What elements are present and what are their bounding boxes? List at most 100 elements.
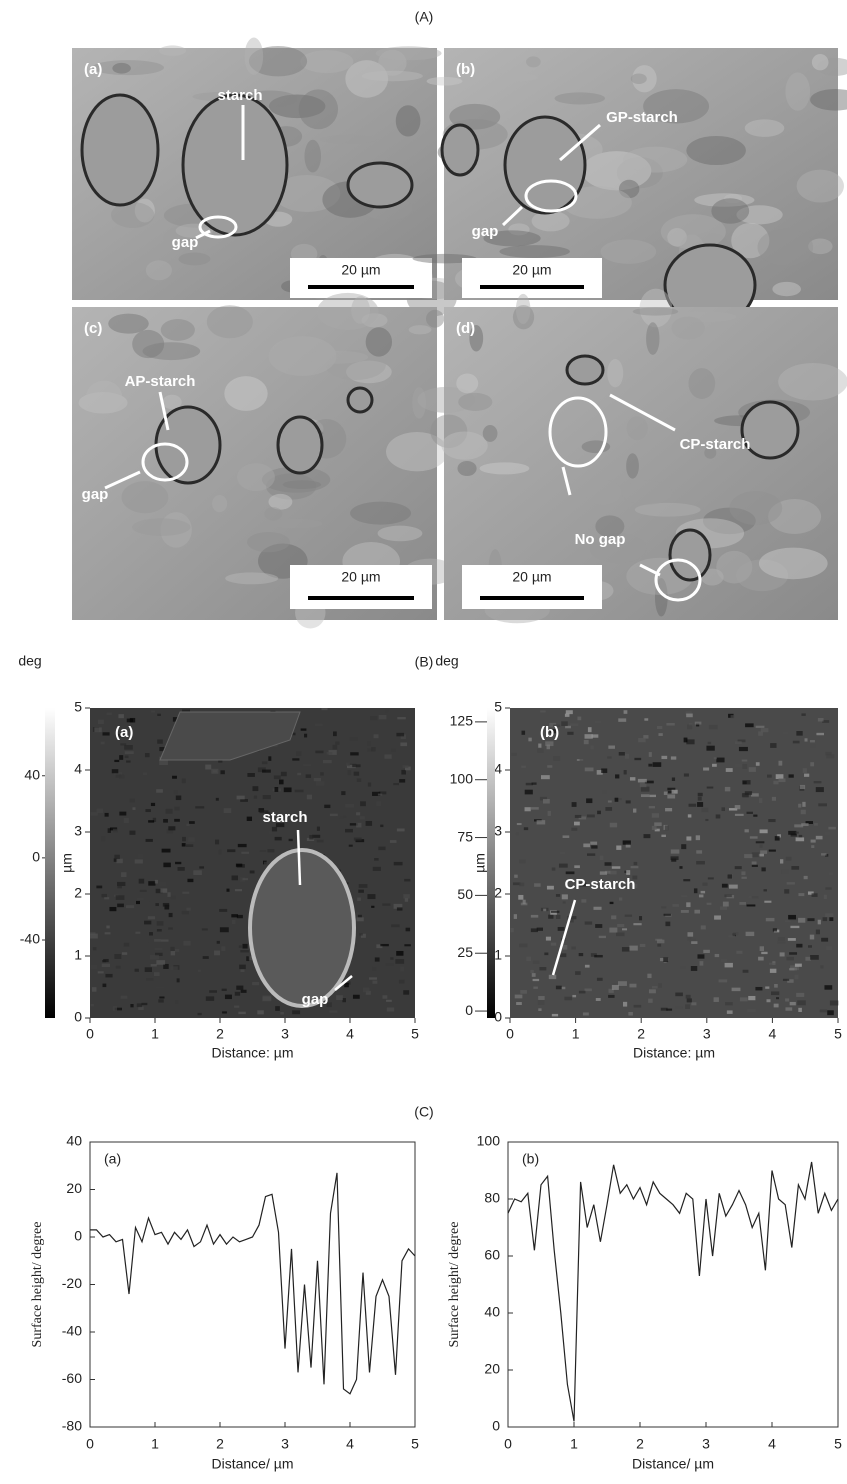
- granule: [348, 163, 412, 207]
- x-tick-label: 0: [86, 1026, 94, 1042]
- texture: [360, 801, 366, 806]
- x-tick-label: 4: [768, 1436, 776, 1452]
- texture: [125, 756, 129, 759]
- texture: [116, 895, 125, 900]
- texture: [358, 915, 362, 918]
- texture: [599, 936, 606, 938]
- texture: [666, 1009, 672, 1011]
- texture: [301, 728, 307, 730]
- texture: [794, 975, 798, 980]
- texture: [394, 862, 403, 865]
- texture: [114, 855, 119, 859]
- granule: [82, 95, 158, 205]
- texture: [240, 950, 249, 952]
- colorbar-tick-label: 100: [450, 770, 474, 786]
- texture: [785, 998, 789, 1001]
- texture: [565, 714, 570, 717]
- texture: [585, 767, 594, 771]
- texture: [664, 914, 671, 916]
- texture: [205, 765, 211, 770]
- texture: [609, 871, 616, 875]
- texture: [816, 836, 823, 840]
- texture: [752, 852, 760, 857]
- texture: [759, 548, 828, 580]
- texture: [363, 988, 370, 993]
- texture: [250, 871, 255, 874]
- texture: [823, 917, 827, 921]
- texture: [531, 928, 538, 932]
- texture: [810, 744, 816, 748]
- texture: [549, 975, 556, 979]
- texture: [386, 963, 394, 966]
- texture: [626, 800, 631, 803]
- y-tick-label: 4: [494, 761, 502, 777]
- texture: [247, 773, 254, 777]
- texture: [727, 874, 732, 878]
- texture: [169, 913, 173, 917]
- texture: [237, 915, 243, 918]
- texture: [816, 733, 824, 735]
- annotation: AP-starch: [125, 373, 196, 390]
- texture: [371, 747, 375, 751]
- texture: [661, 906, 666, 908]
- texture: [657, 726, 662, 729]
- texture: [263, 996, 272, 1001]
- texture: [772, 797, 776, 801]
- texture: [694, 888, 697, 893]
- texture: [132, 518, 190, 536]
- texture: [621, 481, 671, 505]
- texture: [821, 938, 828, 942]
- texture: [624, 710, 628, 714]
- texture: [780, 952, 785, 956]
- texture: [750, 836, 758, 838]
- texture: [556, 915, 560, 919]
- texture: [162, 849, 171, 853]
- texture: [633, 923, 641, 925]
- texture: [538, 996, 544, 1000]
- texture: [761, 728, 769, 732]
- texture: [701, 808, 708, 813]
- texture: [98, 971, 104, 973]
- texture: [765, 986, 769, 988]
- texture: [546, 937, 551, 941]
- texture: [129, 831, 135, 835]
- texture: [219, 909, 227, 912]
- texture: [240, 799, 248, 802]
- texture: [665, 825, 669, 830]
- texture: [396, 733, 404, 737]
- panel-label: (b): [456, 61, 475, 78]
- texture: [402, 765, 408, 768]
- granule: [505, 117, 585, 213]
- texture: [720, 906, 727, 909]
- texture: [166, 809, 173, 814]
- texture: [188, 837, 195, 841]
- texture: [602, 790, 608, 794]
- texture: [579, 953, 584, 956]
- texture: [357, 917, 364, 921]
- texture: [528, 738, 531, 742]
- granule: [567, 356, 603, 384]
- texture: [138, 853, 143, 858]
- texture: [511, 753, 517, 756]
- texture: [721, 807, 725, 811]
- texture: [121, 996, 128, 999]
- texture: [575, 971, 581, 975]
- texture: [559, 864, 568, 868]
- texture: [825, 913, 833, 917]
- texture: [480, 462, 530, 474]
- texture: [782, 731, 788, 734]
- texture: [148, 1008, 152, 1012]
- texture: [105, 932, 111, 934]
- texture: [226, 889, 229, 892]
- texture: [601, 768, 607, 773]
- scale-bar-label: 20 µm: [512, 569, 551, 585]
- x-tick-label: 2: [216, 1436, 224, 1452]
- texture: [320, 135, 377, 144]
- texture: [354, 772, 359, 776]
- annotation: gap: [302, 991, 329, 1008]
- texture: [143, 342, 201, 360]
- texture: [714, 757, 717, 759]
- annotation: No gap: [575, 531, 626, 548]
- texture: [622, 928, 627, 930]
- texture: [735, 814, 744, 816]
